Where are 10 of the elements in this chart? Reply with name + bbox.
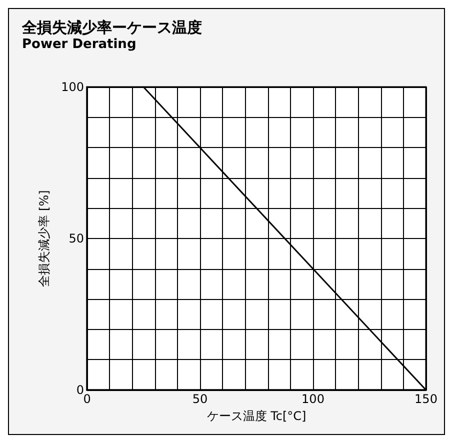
y-tick-label: 50 [68, 232, 84, 246]
y-tick-label: 0 [76, 383, 84, 397]
x-tick-label: 100 [302, 392, 324, 406]
y-axis-title: 全損失減少率 [%] [37, 190, 52, 287]
chart-subtitle: Power Derating [22, 37, 136, 52]
chart-title: 全損失減少率ーケース温度 [21, 18, 202, 36]
x-tick-label: 50 [192, 392, 208, 406]
x-axis-title: ケース温度 Tc[°C] [206, 408, 306, 423]
y-tick-label: 100 [61, 80, 84, 94]
x-tick-label: 150 [414, 392, 438, 406]
